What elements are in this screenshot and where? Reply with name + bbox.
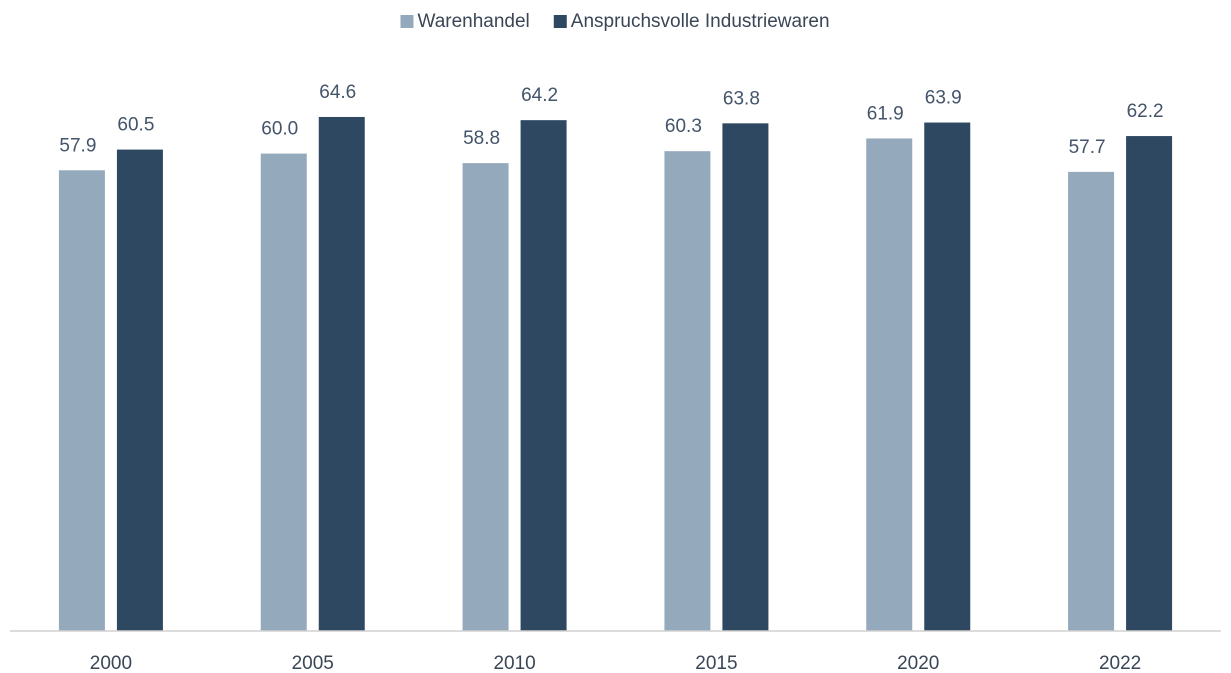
data-label: 57.7: [1069, 137, 1106, 158]
data-label: 63.8: [723, 88, 760, 109]
x-tick-label: 2022: [1099, 653, 1141, 673]
bar: [866, 138, 913, 631]
data-label: 64.6: [319, 82, 356, 103]
data-label: 58.8: [463, 128, 500, 149]
legend-label: Warenhandel: [417, 11, 529, 32]
bar: [1068, 171, 1115, 631]
bar: [318, 116, 365, 632]
data-label: 61.9: [867, 103, 904, 124]
bar: [1126, 136, 1173, 631]
x-tick-label: 2005: [292, 653, 334, 673]
bar: [260, 153, 307, 632]
data-label: 60.0: [261, 119, 298, 140]
x-tick-label: 2010: [493, 653, 535, 673]
bar: [722, 123, 769, 631]
legend-swatch: [400, 15, 414, 28]
bar: [462, 163, 509, 631]
bar: [664, 151, 711, 632]
bar: [924, 122, 971, 631]
data-label: 60.5: [117, 115, 154, 136]
data-label: 60.3: [665, 116, 702, 137]
bar: [58, 170, 105, 631]
data-label: 64.2: [521, 85, 558, 106]
x-tick-label: 2015: [695, 653, 737, 673]
legend-label: Anspruchsvolle Industriewaren: [571, 11, 830, 32]
bar: [116, 149, 163, 632]
x-tick-label: 2000: [90, 653, 132, 673]
data-label: 62.2: [1127, 101, 1164, 122]
data-label: 57.9: [59, 135, 96, 156]
data-label: 63.9: [925, 88, 962, 109]
bar: [520, 120, 567, 631]
legend-swatch: [553, 15, 567, 28]
x-tick-label: 2020: [897, 653, 939, 673]
